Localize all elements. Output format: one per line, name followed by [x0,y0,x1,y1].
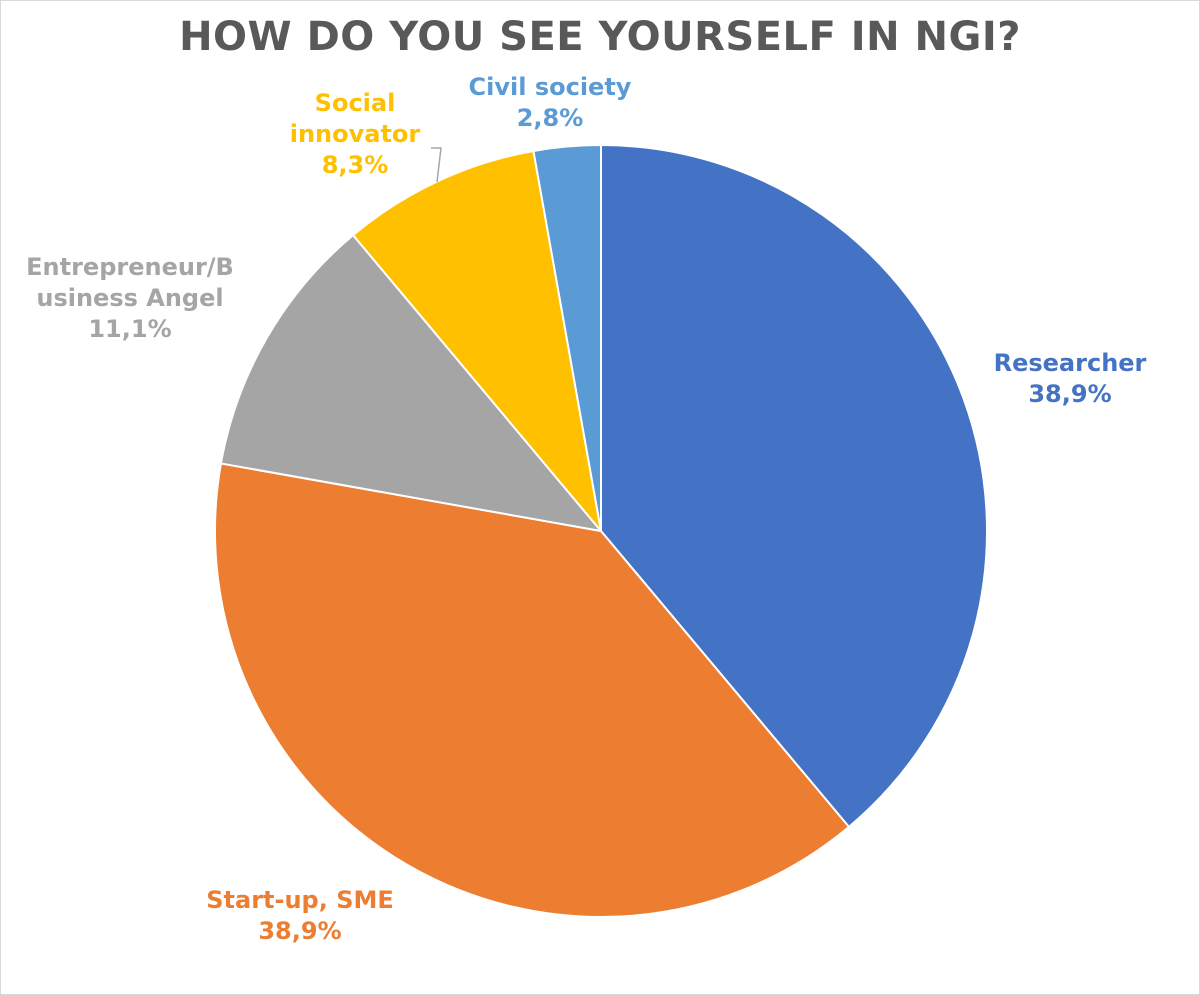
slice-label-social-line2: innovator [289,120,421,148]
slice-label-entrepreneur-line1: Entrepreneur/B [26,253,234,281]
slice-value-social-innovator: 8,3% [321,151,389,179]
slice-value-civil-society: 2,8% [516,104,584,132]
data-label-social-innovator: Social innovator 8,3% [265,88,445,181]
slice-value-startup-sme: 38,9% [258,917,342,945]
slice-label-social-line1: Social [314,89,396,117]
pie-slices [214,143,988,918]
data-label-startup-sme: Start-up, SME 38,9% [160,885,440,947]
social-innovator-leader-line [431,147,442,183]
data-label-entrepreneur: Entrepreneur/B usiness Angel 11,1% [5,252,255,345]
pie-slice-start-up-sme [214,462,851,918]
slice-label-researcher: Researcher [993,349,1147,377]
slice-value-entrepreneur: 11,1% [88,315,172,343]
slice-label-entrepreneur-line2: usiness Angel [36,284,224,312]
data-label-civil-society: Civil society 2,8% [435,72,665,134]
slice-label-civil-society: Civil society [468,73,632,101]
slice-value-researcher: 38,9% [1028,380,1112,408]
pie-slice-researcher [600,143,988,829]
pie-slice-civil-society [532,143,602,532]
chart-title: HOW DO YOU SEE YOURSELF IN NGI? [179,14,1021,60]
data-label-researcher: Researcher 38,9% [965,348,1175,410]
pie-slice-entrepreneur-b-usiness-angel [219,233,604,533]
slice-label-startup-sme: Start-up, SME [206,886,394,914]
